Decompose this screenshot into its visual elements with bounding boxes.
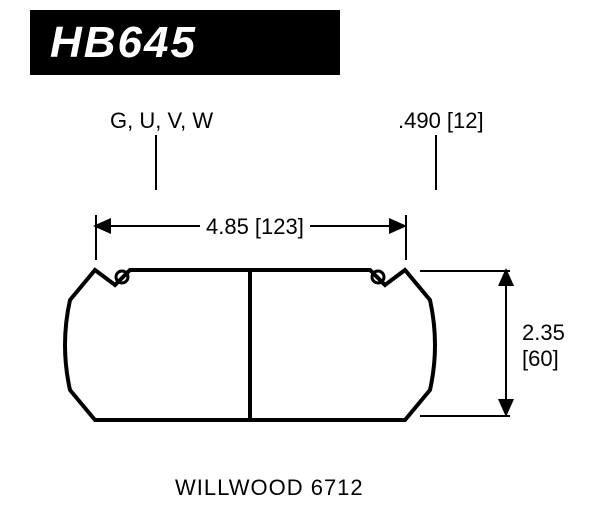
codes-tick [155,135,157,190]
compound-codes-label: G, U, V, W [110,108,213,134]
height-dim-metric: [60] [522,346,565,372]
height-dimension-arrow [505,270,507,415]
thickness-label: .490 [12] [398,108,484,134]
width-extension-right [405,215,407,260]
width-extension-left [95,215,97,260]
height-dimension-label: 2.35 [60] [522,320,565,372]
width-dimension-label: 4.85 [123] [200,214,310,240]
height-dim-value: 2.35 [522,320,565,346]
thickness-tick [435,135,437,190]
brake-pad-diagram [60,255,440,435]
title-bar: HB645 [30,10,340,75]
part-number-title: HB645 [50,18,197,68]
caliper-model-label: WILLWOOD 6712 [175,475,364,501]
